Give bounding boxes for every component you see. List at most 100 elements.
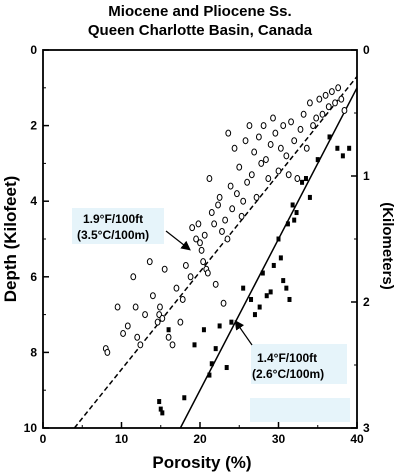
- data-point-circle: [242, 137, 249, 145]
- y-tick-label: 6: [30, 270, 37, 284]
- data-point-circle: [222, 216, 229, 224]
- data-point-square: [347, 145, 352, 151]
- annotation-bg-solid: [251, 344, 347, 384]
- data-point-circle: [137, 341, 144, 349]
- data-point-circle: [173, 284, 180, 292]
- data-point-square: [192, 342, 197, 348]
- data-point-square: [276, 236, 281, 242]
- data-point-circle: [341, 106, 348, 114]
- data-point-circle: [288, 118, 294, 126]
- data-point-circle: [134, 333, 141, 341]
- data-point-circle: [258, 159, 265, 167]
- data-point-circle: [215, 201, 221, 209]
- data-point-square: [340, 153, 345, 159]
- data-point-circle: [325, 103, 332, 111]
- y-tick-label: 8: [30, 345, 37, 359]
- data-point-circle: [285, 171, 292, 179]
- data-point-circle: [255, 133, 262, 141]
- data-point-square: [292, 217, 297, 223]
- y2-tick-label: 3: [363, 421, 370, 435]
- data-point-circle: [211, 220, 218, 228]
- data-point-circle: [142, 311, 148, 319]
- data-point-circle: [182, 261, 189, 269]
- data-point-circle: [200, 258, 207, 266]
- y2-tick-label: 0: [363, 43, 370, 57]
- data-point-square: [260, 270, 265, 276]
- y-tick-label: 10: [24, 421, 38, 435]
- data-point-square: [327, 134, 332, 140]
- data-point-square: [229, 319, 234, 325]
- x-tick-label: 10: [115, 432, 129, 446]
- data-point-circle: [236, 163, 243, 171]
- data-point-circle: [157, 303, 163, 311]
- data-point-circle: [229, 205, 236, 213]
- data-point-circle: [197, 239, 203, 247]
- y-tick-label: 2: [30, 119, 37, 133]
- data-point-circle: [193, 235, 199, 243]
- data-point-square: [213, 346, 218, 352]
- data-point-circle: [225, 129, 232, 137]
- data-point-circle: [297, 125, 304, 133]
- data-point-circle: [322, 91, 329, 99]
- data-point-circle: [208, 209, 215, 217]
- data-point-circle: [303, 144, 310, 152]
- data-point-square: [241, 285, 246, 291]
- data-point-circle: [253, 193, 260, 201]
- data-point-square: [252, 312, 257, 318]
- data-point-circle: [161, 265, 168, 273]
- data-point-square: [335, 145, 340, 151]
- data-point-circle: [124, 322, 131, 330]
- data-point-square: [264, 293, 269, 299]
- data-point-circle: [332, 99, 338, 107]
- data-point-square: [207, 372, 212, 378]
- data-point-circle: [300, 110, 307, 118]
- data-point-circle: [335, 84, 342, 92]
- data-point-circle: [201, 231, 208, 239]
- data-point-circle: [338, 95, 345, 103]
- bottom-right-bg: [250, 398, 350, 422]
- data-point-circle: [275, 167, 282, 175]
- data-point-circle: [251, 148, 258, 156]
- annotation-dashed-line2: (3.5°C/100m): [77, 228, 149, 242]
- x-tick-label: 30: [272, 432, 286, 446]
- data-point-circle: [231, 144, 238, 152]
- data-point-circle: [220, 299, 227, 307]
- data-point-square: [257, 304, 262, 310]
- data-point-circle: [328, 88, 335, 96]
- annotation-arrow-solid: [234, 320, 253, 346]
- data-point-square: [300, 179, 305, 185]
- annotation-dashed-line1: 1.9°F/100ft: [83, 212, 143, 226]
- data-point-circle: [227, 182, 234, 190]
- chart-subtitle: Queen Charlotte Basin, Canada: [87, 22, 313, 39]
- data-point-square: [303, 176, 308, 182]
- data-point-circle: [206, 175, 213, 183]
- data-point-circle: [265, 175, 272, 183]
- data-point-circle: [291, 137, 298, 145]
- data-point-circle: [132, 303, 139, 311]
- data-point-circle: [313, 114, 320, 122]
- data-point-circle: [238, 212, 245, 220]
- data-point-square: [157, 399, 162, 405]
- data-point-square: [290, 202, 295, 208]
- data-point-circle: [248, 171, 255, 179]
- data-point-square: [158, 406, 163, 412]
- data-point-circle: [270, 114, 276, 122]
- y2-tick-label: 1: [363, 169, 370, 183]
- data-point-square: [285, 221, 290, 227]
- data-point-circle: [159, 314, 166, 322]
- annotation-bg-dashed: [72, 208, 164, 244]
- data-point-circle: [212, 280, 219, 288]
- data-point-square: [224, 365, 229, 371]
- data-point-square: [278, 255, 283, 261]
- data-point-circle: [189, 224, 196, 232]
- y2-axis-label: (Kilometers): [379, 202, 396, 290]
- data-point-square: [294, 210, 299, 216]
- data-point-square: [315, 157, 320, 163]
- x-tick-label: 40: [350, 432, 364, 446]
- data-point-circle: [267, 141, 274, 148]
- data-point-circle: [319, 110, 326, 118]
- data-point-square: [160, 410, 165, 416]
- data-point-circle: [224, 235, 231, 243]
- data-point-square: [201, 327, 206, 333]
